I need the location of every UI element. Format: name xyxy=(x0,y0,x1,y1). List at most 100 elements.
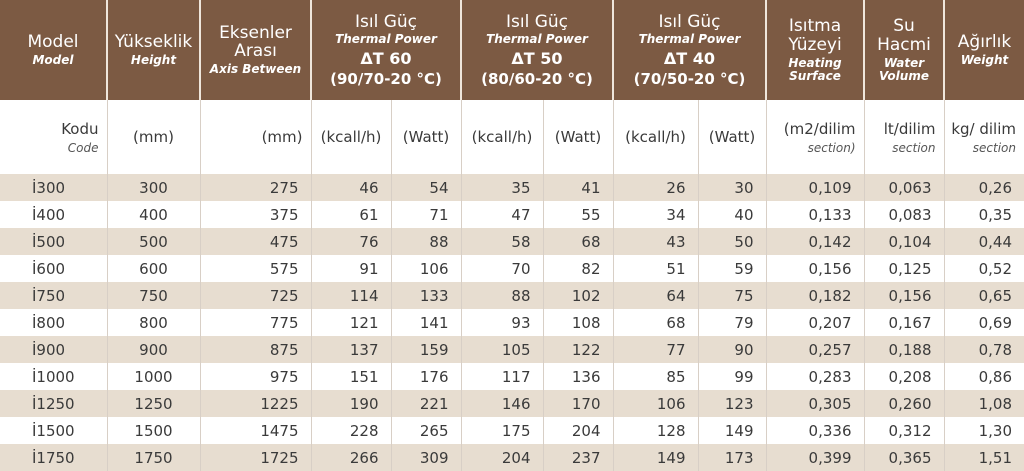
dt40-kcal-cell: 51 xyxy=(613,255,699,282)
header-title: Isıl Güç xyxy=(354,11,417,32)
water-volume-cell: 0,104 xyxy=(864,228,945,255)
water-volume-cell: 0,167 xyxy=(864,309,945,336)
dt60-kcal-cell: 137 xyxy=(311,336,392,363)
unit-sublabel: section xyxy=(972,140,1016,155)
dt40-watt-cell: 79 xyxy=(698,309,767,336)
header-title: Isıtma Yüzeyi xyxy=(788,16,842,55)
weight-cell: 0,78 xyxy=(944,336,1024,363)
table-row: İ750 750 725 114 133 88 102 64 75 0,182 0,156 0,65 xyxy=(0,282,1024,309)
heating-surface-cell: 0,399 xyxy=(766,444,865,471)
dt40-kcal-cell: 64 xyxy=(613,282,699,309)
dt40-watt-cell: 59 xyxy=(698,255,767,282)
axis-between-cell: 725 xyxy=(200,282,312,309)
header-condition: (80/60-20 °C) xyxy=(481,69,593,88)
header-title: Isıl Güç xyxy=(505,11,568,32)
unit-cell: Kodu Code xyxy=(0,100,108,174)
unit-label: (m2/dilim xyxy=(783,119,856,138)
height-cell: 500 xyxy=(107,228,201,255)
unit-label: (kcall/h) xyxy=(471,128,533,146)
dt50-kcal-cell: 105 xyxy=(461,336,544,363)
model-code-cell: İ900 xyxy=(0,336,108,363)
unit-label: (kcall/h) xyxy=(625,128,686,146)
unit-label: (mm) xyxy=(133,128,174,146)
unit-label: (Watt) xyxy=(708,128,756,146)
dt50-watt-cell: 108 xyxy=(543,309,614,336)
header-condition: (90/70-20 °C) xyxy=(330,69,442,88)
heating-surface-cell: 0,283 xyxy=(766,363,865,390)
height-cell: 900 xyxy=(107,336,201,363)
model-code-cell: İ600 xyxy=(0,255,108,282)
header-water-volume: Su Hacmi Water Volume xyxy=(864,0,945,100)
dt50-kcal-cell: 88 xyxy=(461,282,544,309)
unit-label: Kodu xyxy=(61,119,99,138)
dt60-watt-cell: 141 xyxy=(391,309,462,336)
heating-surface-cell: 0,109 xyxy=(766,174,865,201)
heating-surface-cell: 0,336 xyxy=(766,417,865,444)
unit-cell: (kcall/h) xyxy=(613,100,699,174)
water-volume-cell: 0,188 xyxy=(864,336,945,363)
axis-between-cell: 275 xyxy=(200,174,312,201)
unit-cell: (Watt) xyxy=(391,100,462,174)
dt40-kcal-cell: 34 xyxy=(613,201,699,228)
weight-cell: 0,26 xyxy=(944,174,1024,201)
unit-sublabel: section xyxy=(892,140,936,155)
model-code-cell: İ1750 xyxy=(0,444,108,471)
axis-between-cell: 1475 xyxy=(200,417,312,444)
dt50-watt-cell: 237 xyxy=(543,444,614,471)
unit-cell: (mm) xyxy=(200,100,312,174)
dt60-watt-cell: 88 xyxy=(391,228,462,255)
heating-surface-cell: 0,257 xyxy=(766,336,865,363)
model-code-cell: İ1000 xyxy=(0,363,108,390)
heating-surface-cell: 0,133 xyxy=(766,201,865,228)
dt50-watt-cell: 68 xyxy=(543,228,614,255)
header-axis-between: Eksenler Arası Axis Between xyxy=(200,0,312,100)
dt60-kcal-cell: 190 xyxy=(311,390,392,417)
header-subtitle: Thermal Power xyxy=(486,32,588,47)
dt40-kcal-cell: 149 xyxy=(613,444,699,471)
header-thermal-power-dt50: Isıl Güç Thermal Power ΔT 50 (80/60-20 °… xyxy=(461,0,614,100)
dt60-kcal-cell: 114 xyxy=(311,282,392,309)
header-subtitle: Thermal Power xyxy=(638,32,741,47)
unit-cell: kg/ dilim section xyxy=(944,100,1024,174)
dt60-watt-cell: 54 xyxy=(391,174,462,201)
weight-cell: 0,52 xyxy=(944,255,1024,282)
model-code-cell: İ1500 xyxy=(0,417,108,444)
unit-cell: (Watt) xyxy=(543,100,614,174)
water-volume-cell: 0,365 xyxy=(864,444,945,471)
header-subtitle: Model xyxy=(32,52,74,67)
table-row: İ800 800 775 121 141 93 108 68 79 0,207 0,167 0,69 xyxy=(0,309,1024,336)
unit-cell: (kcall/h) xyxy=(311,100,392,174)
unit-label: (kcall/h) xyxy=(320,128,382,146)
dt50-watt-cell: 136 xyxy=(543,363,614,390)
dt50-watt-cell: 55 xyxy=(543,201,614,228)
height-cell: 800 xyxy=(107,309,201,336)
data-body: İ300 300 275 46 54 35 41 26 30 0,109 0,063 0,26 İ400… xyxy=(0,174,1024,471)
table-row: İ500 500 475 76 88 58 68 43 50 0,142 0,104 0,44 xyxy=(0,228,1024,255)
unit-label: lt/dilim xyxy=(883,119,936,138)
water-volume-cell: 0,260 xyxy=(864,390,945,417)
dt50-watt-cell: 204 xyxy=(543,417,614,444)
unit-sublabel: section) xyxy=(807,140,856,155)
unit-cell: lt/dilim section xyxy=(864,100,945,174)
dt60-watt-cell: 265 xyxy=(391,417,462,444)
unit-label: (Watt) xyxy=(554,128,602,146)
model-code-cell: İ300 xyxy=(0,174,108,201)
header-thermal-power-dt60: Isıl Güç Thermal Power ΔT 60 (90/70-20 °… xyxy=(311,0,462,100)
height-cell: 1000 xyxy=(107,363,201,390)
header-heating-surface: Isıtma Yüzeyi Heating Surface xyxy=(766,0,865,100)
water-volume-cell: 0,125 xyxy=(864,255,945,282)
unit-cell: (m2/dilim section) xyxy=(766,100,865,174)
model-code-cell: İ750 xyxy=(0,282,108,309)
axis-between-cell: 875 xyxy=(200,336,312,363)
header-delta-t: ΔT 50 xyxy=(511,49,563,69)
dt40-kcal-cell: 26 xyxy=(613,174,699,201)
unit-sublabel: Code xyxy=(67,140,99,155)
dt50-kcal-cell: 117 xyxy=(461,363,544,390)
weight-cell: 0,65 xyxy=(944,282,1024,309)
header-subtitle: Thermal Power xyxy=(335,32,437,47)
dt60-watt-cell: 71 xyxy=(391,201,462,228)
axis-between-cell: 775 xyxy=(200,309,312,336)
header-title: Eksenler Arası xyxy=(219,22,292,62)
height-cell: 1250 xyxy=(107,390,201,417)
weight-cell: 0,86 xyxy=(944,363,1024,390)
